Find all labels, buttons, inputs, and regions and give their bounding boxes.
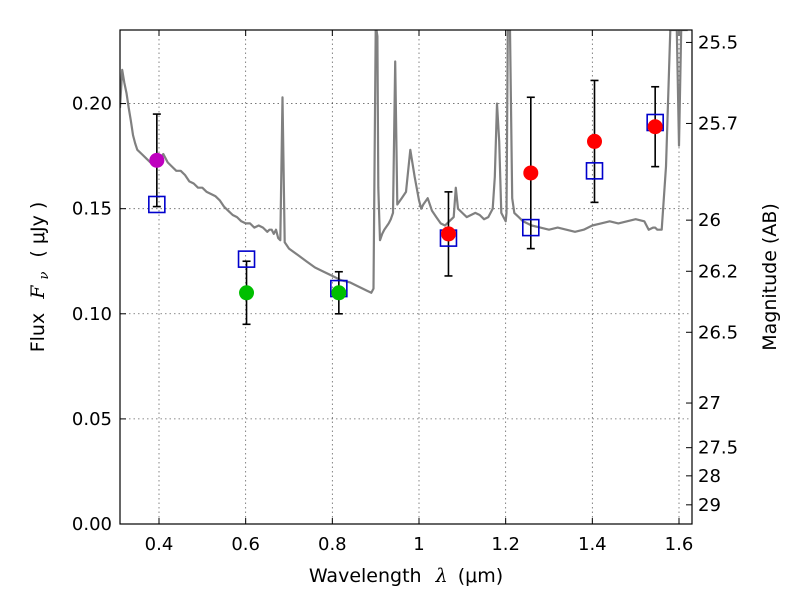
observed-point	[587, 133, 602, 149]
template-spectrum-line	[120, 30, 688, 294]
observed-points-layer	[149, 119, 663, 301]
x-tick-label: 0.8	[318, 534, 347, 555]
y-axis-label-unit: ( μJy )	[27, 202, 49, 258]
y-tick-label: 0.05	[72, 409, 112, 430]
observed-point	[239, 285, 255, 301]
model-point-square	[521, 218, 540, 237]
magnitude-tick-label: 28	[698, 466, 721, 487]
y2-axis-label: Magnitude (AB)	[759, 203, 781, 351]
observed-point	[523, 165, 539, 181]
ticks	[120, 30, 692, 525]
observed-point	[331, 285, 347, 301]
x-tick-label: 1.2	[491, 534, 520, 555]
x-axis-label: Wavelength λ (μm)	[309, 565, 503, 587]
y-axis-label: Flux F ν ( μJy )	[27, 202, 53, 353]
observed-point	[440, 226, 456, 242]
magnitude-tick-label: 26.2	[698, 261, 738, 282]
magnitude-tick-label: 27	[698, 393, 721, 414]
x-tick-label: 1.6	[665, 534, 694, 555]
x-tick-label: 0.6	[231, 534, 260, 555]
x-axis-label-symbol: λ	[435, 565, 448, 587]
observed-point	[149, 152, 165, 168]
y-tick-label: 0.10	[72, 304, 112, 325]
model-point-square	[148, 195, 166, 214]
x-axis-label-unit: (μm)	[458, 565, 503, 587]
y-tick-label: 0.20	[72, 94, 112, 115]
observed-point	[647, 119, 663, 135]
x-tick-labels: 0.4 0.6 0.8 1 1.2 1.4 1.6	[145, 534, 694, 555]
grid	[120, 30, 692, 525]
model-points-layer	[148, 113, 664, 298]
model-point-square	[585, 162, 604, 180]
magnitude-tick-labels: 25.5 25.7 26 26.2 26.5 27 27.5 28 29	[698, 32, 738, 515]
y-tick-label: 0.00	[72, 514, 112, 535]
model-point-square	[237, 250, 256, 268]
spectrum-layer	[120, 30, 688, 294]
magnitude-tick-label: 25.5	[698, 32, 738, 53]
magnitude-tick-label: 26.5	[698, 322, 738, 343]
x-tick-label: 0.4	[145, 534, 174, 555]
y-axis-label-symbol: F	[27, 285, 49, 300]
plot-frame	[119, 29, 693, 525]
magnitude-tick-label: 29	[698, 495, 721, 516]
magnitude-tick-label: 25.7	[698, 113, 738, 134]
errorbar-layer	[152, 79, 660, 326]
y-tick-label: 0.15	[72, 199, 112, 220]
magnitude-tick-label: 26	[698, 210, 721, 231]
x-tick-label: 1.4	[578, 534, 607, 555]
y-tick-labels: 0.00 0.05 0.10 0.15 0.20	[72, 94, 112, 535]
x-axis-label-prefix: Wavelength	[309, 565, 422, 587]
y-axis-label-subscript: ν	[37, 272, 52, 280]
magnitude-tick-label: 27.5	[698, 438, 738, 459]
x-tick-label: 1	[413, 534, 424, 555]
y-axis-label-prefix: Flux	[27, 313, 49, 353]
